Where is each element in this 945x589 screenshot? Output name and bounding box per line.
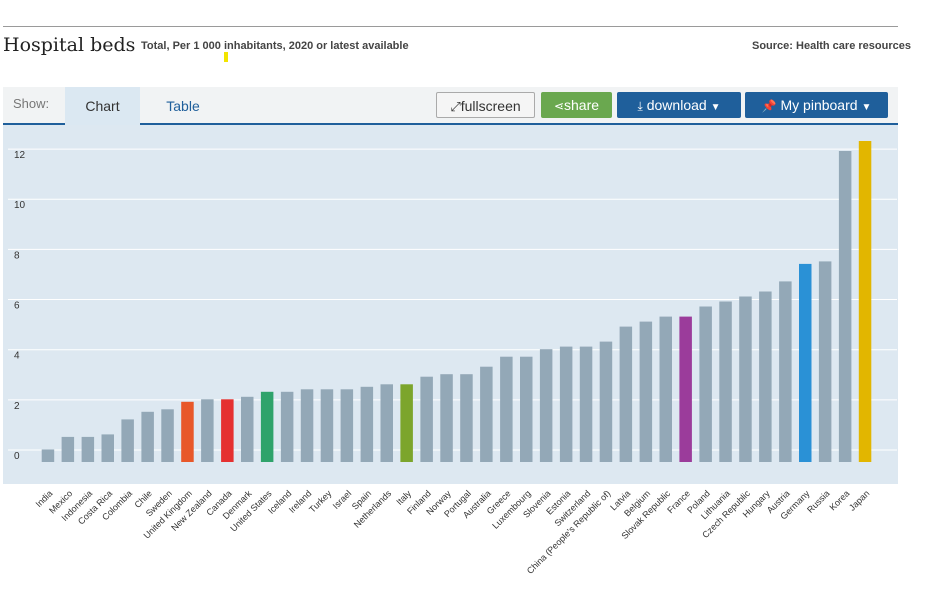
bar-portugal[interactable] [460, 374, 473, 462]
x-tick-label: Korea [827, 488, 851, 512]
show-label: Show: [13, 96, 50, 111]
bar-hungary[interactable] [759, 291, 772, 463]
bar-netherlands[interactable] [380, 384, 394, 462]
y-tick-label: 0 [14, 451, 20, 462]
bar-estonia[interactable] [559, 346, 573, 462]
bar-luxembourg[interactable] [520, 356, 533, 462]
y-tick-label: 10 [14, 200, 26, 211]
bar-switzerland[interactable] [579, 346, 593, 462]
bar-spain[interactable] [360, 386, 374, 462]
bar-indonesia[interactable] [81, 436, 95, 462]
bar-new-zealand[interactable] [201, 399, 214, 462]
page-title: Hospital beds [3, 34, 136, 56]
download-icon: ⤓ [637, 99, 643, 113]
bar-iceland[interactable] [280, 391, 294, 462]
x-tick-label: Russia [805, 488, 832, 515]
top-divider [3, 26, 898, 27]
fullscreen-button[interactable]: ⤢fullscreen [436, 92, 535, 118]
bar-greece[interactable] [500, 356, 513, 462]
y-tick-label: 8 [14, 250, 20, 261]
share-label: share [564, 97, 600, 113]
bar-poland[interactable] [699, 306, 712, 463]
bar-germany[interactable] [799, 263, 812, 462]
bar-denmark[interactable] [241, 396, 254, 462]
bar-slovenia[interactable] [539, 349, 553, 462]
chevron-down-icon: ▼ [710, 102, 721, 113]
bar-colombia[interactable] [121, 419, 134, 462]
bar-slovak-republic[interactable] [659, 316, 673, 462]
pinboard-label: My pinboard [780, 97, 858, 113]
y-tick-label: 12 [14, 150, 26, 161]
pushpin-icon: 📌 [761, 99, 777, 113]
bar-canada[interactable] [221, 399, 234, 462]
bar-belgium[interactable] [639, 321, 653, 462]
bar-ireland[interactable] [300, 389, 314, 462]
bar-india[interactable] [41, 449, 55, 463]
x-tick-label: Israel [331, 488, 354, 511]
bar-china-people-s-republic-of-[interactable] [599, 341, 613, 462]
share-button[interactable]: ⋖share [541, 92, 612, 118]
share-icon: ⋖ [553, 99, 565, 113]
bar-costa-rica[interactable] [101, 434, 115, 462]
bar-sweden[interactable] [161, 409, 174, 462]
bar-norway[interactable] [440, 374, 453, 462]
bar-united-kingdom[interactable] [181, 401, 194, 462]
y-tick-label: 4 [14, 351, 20, 362]
bar-finland[interactable] [420, 376, 433, 462]
bar-united-states[interactable] [260, 391, 274, 462]
bar-korea[interactable] [838, 151, 852, 462]
bar-chile[interactable] [141, 411, 154, 462]
bar-latvia[interactable] [619, 326, 633, 462]
chart-subtitle: Total, Per 1 000 inhabitants, 2020 or la… [141, 40, 409, 52]
bar-turkey[interactable] [320, 389, 334, 462]
pinboard-button[interactable]: 📌 My pinboard ▼ [745, 92, 888, 118]
bar-lithuania[interactable] [719, 301, 732, 463]
chevron-down-icon: ▼ [861, 102, 872, 113]
y-tick-label: 6 [14, 301, 20, 312]
bar-czech-republic[interactable] [739, 296, 752, 463]
x-tick-label: Turkey [307, 488, 334, 515]
bar-israel[interactable] [340, 389, 354, 462]
bar-russia[interactable] [818, 261, 832, 462]
bar-austria[interactable] [779, 281, 792, 462]
y-tick-label: 2 [14, 401, 20, 412]
download-label: download [646, 97, 707, 113]
bar-japan[interactable] [858, 141, 872, 462]
source-link[interactable]: Source: Health care resources [752, 40, 911, 52]
tab-chart[interactable]: Chart [65, 87, 140, 125]
bar-france[interactable] [679, 316, 692, 462]
tab-table[interactable]: Table [166, 98, 200, 114]
fullscreen-label: fullscreen [460, 98, 521, 114]
bar-mexico[interactable] [61, 436, 75, 462]
cursor-marker [224, 52, 228, 62]
fullscreen-icon: ⤢ [450, 99, 461, 114]
bar-australia[interactable] [480, 366, 493, 462]
x-tick-label: Japan [847, 488, 871, 512]
download-button[interactable]: ⤓ download ▼ [617, 92, 741, 118]
bar-italy[interactable] [400, 384, 413, 462]
chart-toolbar: Show: Chart Table ⤢fullscreen ⋖share ⤓ d… [3, 87, 898, 125]
